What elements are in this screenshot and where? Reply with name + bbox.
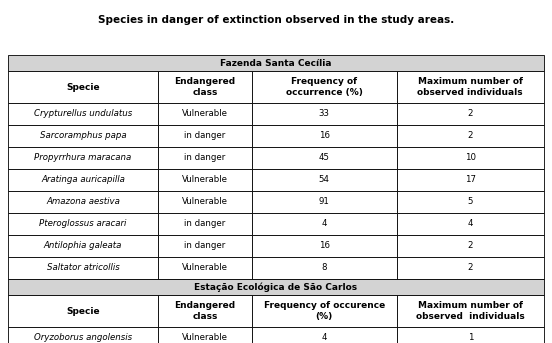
Bar xyxy=(158,295,252,327)
Bar xyxy=(252,125,396,147)
Bar xyxy=(8,103,158,125)
Bar xyxy=(252,257,396,279)
Text: Endangered
class: Endangered class xyxy=(174,301,236,321)
Text: Endangered
class: Endangered class xyxy=(174,77,236,97)
Text: 2: 2 xyxy=(468,109,473,118)
Bar xyxy=(396,169,544,191)
Bar xyxy=(8,257,158,279)
Text: in danger: in danger xyxy=(184,154,226,163)
Bar xyxy=(8,71,158,103)
Text: Pteroglossus aracari: Pteroglossus aracari xyxy=(39,220,127,228)
Text: Maximum number of
observed individuals: Maximum number of observed individuals xyxy=(417,77,523,97)
Text: Species in danger of extinction observed in the study areas.: Species in danger of extinction observed… xyxy=(98,15,454,25)
Text: 54: 54 xyxy=(319,176,330,185)
Bar xyxy=(252,169,396,191)
Bar xyxy=(8,235,158,257)
Bar xyxy=(252,327,396,343)
Bar xyxy=(158,147,252,169)
Text: Crypturellus undulatus: Crypturellus undulatus xyxy=(34,109,132,118)
Bar xyxy=(158,125,252,147)
Text: 33: 33 xyxy=(319,109,330,118)
Text: Propyrrhura maracana: Propyrrhura maracana xyxy=(34,154,132,163)
Text: Aratinga auricapilla: Aratinga auricapilla xyxy=(41,176,125,185)
Text: Maximum number of
observed  individuals: Maximum number of observed individuals xyxy=(416,301,524,321)
Bar xyxy=(8,191,158,213)
Bar xyxy=(396,235,544,257)
Bar xyxy=(8,125,158,147)
Bar xyxy=(8,147,158,169)
Bar xyxy=(252,103,396,125)
Bar xyxy=(158,235,252,257)
Text: 2: 2 xyxy=(468,241,473,250)
Text: 4: 4 xyxy=(321,333,327,343)
Text: 8: 8 xyxy=(321,263,327,272)
Bar xyxy=(158,327,252,343)
Text: 2: 2 xyxy=(468,131,473,141)
Text: Oryzoborus angolensis: Oryzoborus angolensis xyxy=(34,333,132,343)
Text: Fazenda Santa Cecília: Fazenda Santa Cecília xyxy=(220,59,332,68)
Text: Estação Ecológica de São Carlos: Estação Ecológica de São Carlos xyxy=(194,282,358,292)
Text: 91: 91 xyxy=(319,198,330,206)
Bar xyxy=(396,147,544,169)
Bar xyxy=(252,191,396,213)
Bar xyxy=(396,257,544,279)
Text: 5: 5 xyxy=(468,198,473,206)
Text: 1: 1 xyxy=(468,333,473,343)
Bar xyxy=(396,213,544,235)
Text: Frequency of occurence
(%): Frequency of occurence (%) xyxy=(264,301,385,321)
Text: 10: 10 xyxy=(465,154,476,163)
Text: 45: 45 xyxy=(319,154,330,163)
Text: 4: 4 xyxy=(321,220,327,228)
Bar xyxy=(396,191,544,213)
Text: in danger: in danger xyxy=(184,220,226,228)
Text: 2: 2 xyxy=(468,263,473,272)
Bar xyxy=(8,327,158,343)
Text: Antilophia galeata: Antilophia galeata xyxy=(44,241,122,250)
Bar xyxy=(252,71,396,103)
Bar xyxy=(8,213,158,235)
Text: Sarcoramphus papa: Sarcoramphus papa xyxy=(40,131,126,141)
Bar xyxy=(252,235,396,257)
Text: 16: 16 xyxy=(319,131,330,141)
Bar xyxy=(396,125,544,147)
Text: Vulnerable: Vulnerable xyxy=(182,109,228,118)
Text: Specie: Specie xyxy=(66,83,100,92)
Bar xyxy=(158,213,252,235)
Bar xyxy=(396,327,544,343)
Bar xyxy=(158,169,252,191)
Text: Amazona aestiva: Amazona aestiva xyxy=(46,198,120,206)
Text: 17: 17 xyxy=(465,176,476,185)
Text: Vulnerable: Vulnerable xyxy=(182,263,228,272)
Text: Vulnerable: Vulnerable xyxy=(182,198,228,206)
Text: 16: 16 xyxy=(319,241,330,250)
Bar xyxy=(8,169,158,191)
Bar xyxy=(158,257,252,279)
Bar xyxy=(158,191,252,213)
Bar xyxy=(396,103,544,125)
Text: Frequency of
occurrence (%): Frequency of occurrence (%) xyxy=(286,77,363,97)
Text: in danger: in danger xyxy=(184,131,226,141)
Bar xyxy=(396,71,544,103)
Text: 4: 4 xyxy=(468,220,473,228)
Text: Specie: Specie xyxy=(66,307,100,316)
Bar xyxy=(396,295,544,327)
Bar xyxy=(252,295,396,327)
Text: in danger: in danger xyxy=(184,241,226,250)
Bar xyxy=(252,213,396,235)
Text: Saltator atricollis: Saltator atricollis xyxy=(47,263,119,272)
Bar xyxy=(158,71,252,103)
Text: Vulnerable: Vulnerable xyxy=(182,333,228,343)
Bar xyxy=(8,55,544,71)
Text: Vulnerable: Vulnerable xyxy=(182,176,228,185)
Bar xyxy=(8,295,158,327)
Bar xyxy=(8,279,544,295)
Bar xyxy=(252,147,396,169)
Bar xyxy=(158,103,252,125)
